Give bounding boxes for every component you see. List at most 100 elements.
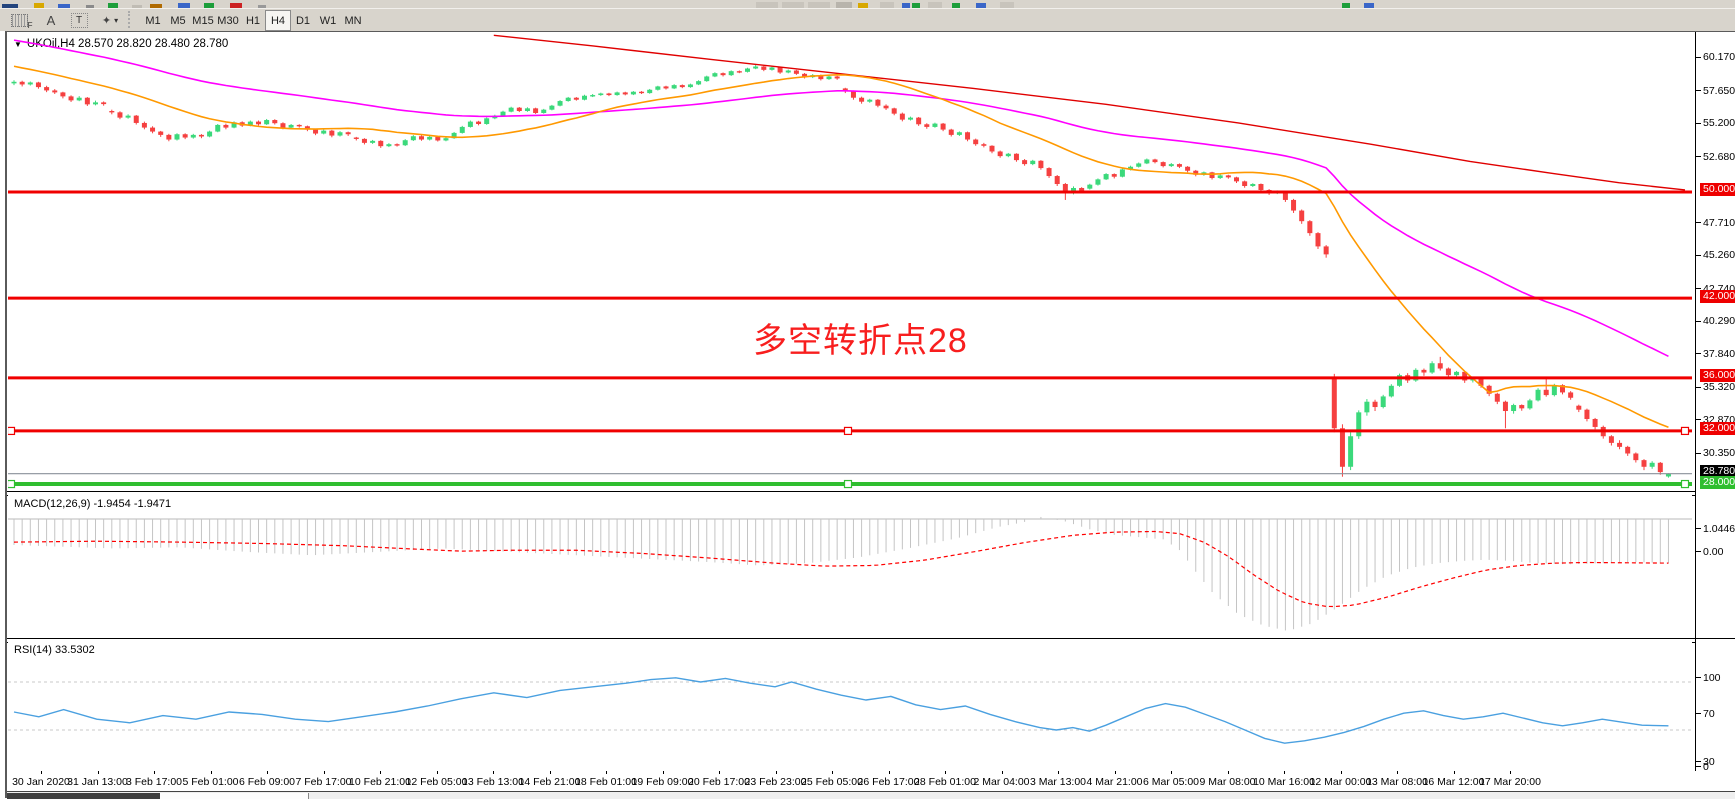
price-tick-mark [1696,320,1701,322]
line-handle[interactable] [1680,479,1690,489]
time-label: 6 Feb 09:00 [238,776,296,788]
rsi-tick-label: 70 [1703,708,1715,720]
clipped-toolbar-icon [836,2,852,8]
line-handle[interactable] [8,479,16,489]
time-label: 13 Mar 08:00 [1366,776,1428,788]
line-handle[interactable] [843,479,853,489]
time-label: 23 Feb 23:00 [744,776,807,788]
timeframe-w1-button[interactable]: W1 [319,14,337,27]
time-tick-mark [267,771,268,774]
price-chart-pane[interactable]: ▼ UKOil,H4 28.570 28.820 28.480 28.780 多空… [8,34,1692,492]
annotation-text[interactable]: 多空转折点28 [753,322,968,360]
time-label: 12 Mar 00:00 [1309,776,1372,788]
time-tick-mark [323,771,325,774]
horizontal-scrollbar[interactable] [7,791,1735,799]
time-label: 13 Feb 13:00 [462,776,524,788]
time-label: 18 Feb 01:00 [575,776,637,788]
clipped-toolbar-icon [58,4,70,8]
rsi-indicator-pane[interactable]: RSI(14) 33.5302 [8,641,1692,771]
price-tick-mark [1696,222,1701,224]
clipped-toolbar-icon [204,3,214,8]
scrollbar-thumb[interactable] [7,793,160,799]
timeframe-m30-button[interactable]: M30 [217,14,239,27]
price-tick-mark [1696,156,1701,158]
chart-dropdown-icon[interactable]: ▼ [14,40,22,49]
timeframe-m15-button[interactable]: M15 [192,14,214,27]
price-tick-mark [1696,353,1701,355]
price-axis-border [1695,32,1696,771]
time-label: 30 Jan 2020 [12,776,70,788]
tool-text-box-button[interactable]: T [66,10,92,31]
rsi-line [13,677,1669,744]
time-label: 10 Mar 16:00 [1253,776,1315,788]
time-tick-mark [1001,771,1003,774]
price-badge-50.000: 50.000 [1700,183,1735,197]
macd-tick-mark [1696,551,1701,552]
time-axis[interactable]: 30 Jan 2020 31 Jan 13:00 3 Feb 17:00 5 Feb … [8,771,1735,791]
time-tick-mark [1397,771,1398,774]
macd-chart[interactable] [8,495,1692,638]
scrollbar-track-segment [160,793,309,799]
line-handle[interactable] [1680,426,1690,436]
time-label: 12 Feb 05:00 [405,776,468,788]
tool-cursor-grid-button[interactable]: F [6,10,33,31]
time-tick-mark [1058,771,1059,774]
time-tick-mark [154,771,155,774]
price-tick-label: 45.260 [1703,249,1735,262]
line-handle[interactable] [8,426,16,436]
time-tick-mark [493,771,494,774]
candlestick-chart[interactable] [8,34,1692,492]
horizontal-line-28[interactable] [8,479,1692,489]
time-tick-mark [1171,771,1172,774]
clipped-toolbar-icon [976,3,986,8]
price-axis[interactable]: 60.17057.65055.20052.68047.71045.26042.7… [1696,32,1735,492]
time-tick-mark [1510,771,1511,774]
rsi-tick-mark [1696,761,1701,762]
time-label: 16 Mar 12:00 [1422,776,1485,788]
tool-text-label-button[interactable]: A [38,10,64,31]
clipped-toolbar-icon [132,5,142,8]
tool-arrows-button[interactable]: ✦ ▾ [94,10,126,31]
price-tick-label: 40.290 [1703,315,1735,328]
price-tick-label: 47.710 [1703,216,1735,229]
clipped-toolbar-icon [86,5,94,8]
price-tick-mark [1696,288,1701,290]
time-label: 3 Mar 13:00 [1029,776,1087,788]
timeframe-m5-button[interactable]: M5 [170,14,186,27]
time-tick-mark [945,771,946,774]
timeframe-m1-button[interactable]: M1 [145,14,161,27]
clipped-toolbar-icon [756,2,778,8]
rsi-tick-label: 0 [1703,761,1709,773]
price-tick-mark [1696,56,1701,58]
clipped-toolbar-icon [928,2,942,8]
price-tick-mark [1696,386,1701,388]
time-tick-mark [662,771,664,774]
rsi-chart[interactable] [8,641,1692,771]
timeframe-h1-button[interactable]: H1 [245,14,261,27]
macd-indicator-pane[interactable]: MACD(12,26,9) -1.9454 -1.9471 [8,495,1692,638]
timeframe-mn-button[interactable]: MN [344,14,362,27]
line-handle[interactable] [843,426,853,436]
chart-window: ▼ UKOil,H4 28.570 28.820 28.480 28.780 多空… [5,31,1735,799]
chevron-down-icon: ▾ [114,16,119,25]
text-label-icon: A [46,13,56,28]
clipped-toolbar-icon [108,3,118,8]
macd-label: MACD(12,26,9) -1.9454 -1.9471 [14,498,172,510]
price-tick-mark [1696,254,1701,256]
time-label: 20 Feb 17:00 [688,776,750,788]
clipped-toolbar-icon [880,2,894,8]
clipped-top-toolbar [0,0,1735,9]
timeframe-d1-button[interactable]: D1 [295,14,311,27]
rsi-label: RSI(14) 33.5302 [14,644,95,656]
clipped-toolbar-icon [2,4,18,8]
horizontal-line-32[interactable] [8,426,1692,436]
macd-tick-mark [1696,528,1701,529]
rsi-axis[interactable]: 100 70 30 0 [1696,639,1735,773]
time-label: 31 Jan 13:00 [67,776,128,788]
rsi-tick-mark [1696,766,1701,767]
timeframe-h4-button[interactable]: H4 [265,10,291,31]
price-tick-label: 37.840 [1703,347,1735,360]
arrows-icon: ✦ [101,15,112,27]
